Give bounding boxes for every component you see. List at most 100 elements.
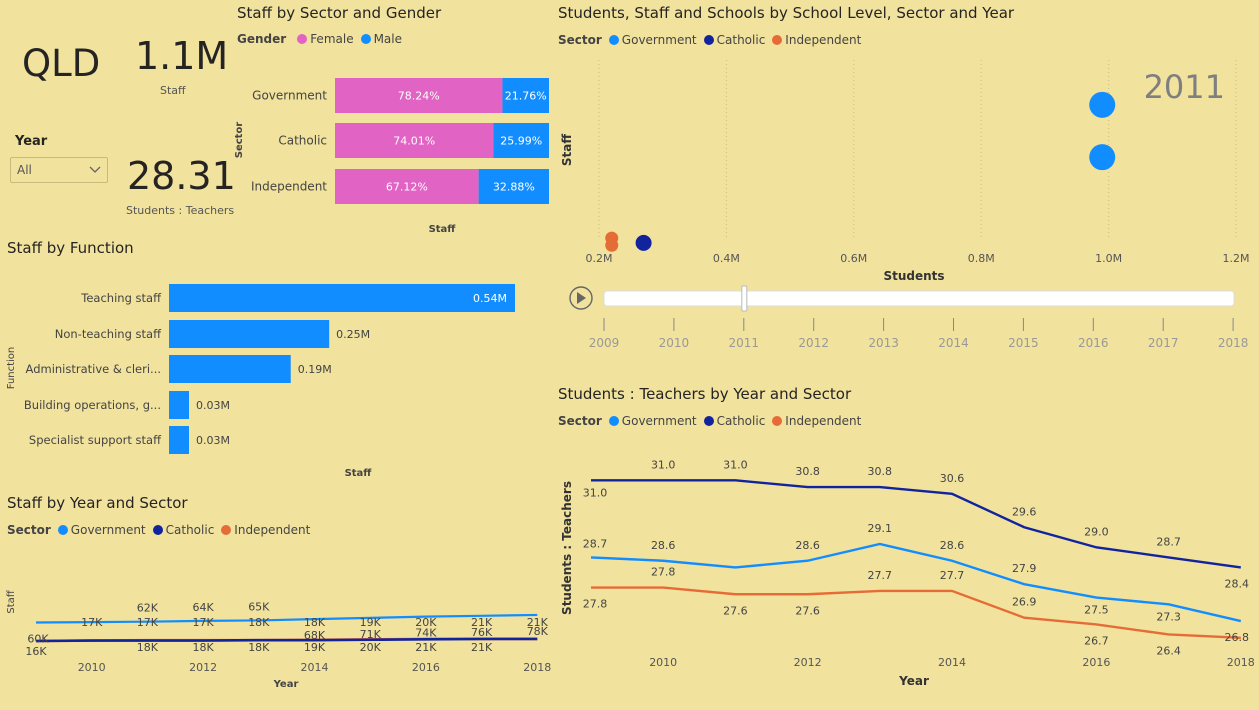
legend-label-catholic: Catholic — [165, 523, 215, 537]
ratio-data-label: 27.6 — [795, 604, 820, 617]
staffyear-data-label: 18K — [248, 641, 270, 654]
staffyear-chart-title: Staff by Year and Sector — [7, 494, 188, 512]
year-slicer-label: Year — [15, 134, 48, 149]
ratio-data-label: 28.4 — [1225, 577, 1250, 590]
gender-bar-male — [502, 78, 549, 113]
ratio-data-label: 26.8 — [1225, 631, 1250, 644]
gender-data-label: 67.12% — [386, 181, 428, 194]
function-y-axis-label: Function — [6, 347, 17, 390]
ratio-data-label: 27.5 — [1084, 604, 1109, 617]
year-slicer-value: All — [17, 163, 32, 177]
timeline-year-label: 2018 — [1218, 336, 1249, 350]
year-slicer-dropdown[interactable]: All — [10, 157, 108, 183]
function-category-label: Teaching staff — [80, 291, 162, 305]
staffyear-x-tick: 2016 — [412, 661, 440, 674]
legend-label-independent: Independent — [785, 33, 862, 47]
gender-bar-female — [335, 169, 479, 204]
play-icon — [577, 292, 586, 304]
gender-x-axis-label: Staff — [429, 224, 457, 235]
scatter-chart-title: Students, Staff and Schools by School Le… — [558, 4, 1015, 22]
staffyear-data-label: 17K — [192, 616, 214, 629]
ratio-data-label: 29.1 — [868, 522, 893, 535]
chevron-down-icon — [89, 166, 101, 173]
legend-label-government: Government — [70, 523, 146, 537]
gender-bar-male — [493, 123, 549, 158]
scatter-x-tick: 0.2M — [586, 252, 613, 265]
timeline-year-label: 2011 — [729, 336, 760, 350]
legend-swatch-government — [608, 416, 619, 426]
staffyear-data-label: 65K — [248, 600, 270, 613]
scatter-x-tick: 0.6M — [840, 252, 867, 265]
ratio-x-axis-label: Year — [898, 674, 929, 688]
staffyear-data-label: 68K — [304, 629, 326, 642]
staffyear-data-label: 17K — [137, 616, 159, 629]
function-bar — [169, 355, 291, 383]
staffyear-data-label: 17K — [81, 616, 103, 629]
gender-category-label: Catholic — [278, 134, 327, 148]
staffyear-data-label: 71K — [360, 628, 382, 641]
staffyear-legend-title: Sector — [7, 523, 51, 537]
scatter-x-tick: 0.8M — [968, 252, 995, 265]
legend-swatch-government — [608, 35, 619, 45]
legend-swatch-catholic — [703, 35, 714, 45]
play-button[interactable] — [569, 286, 593, 310]
timeline-thumb[interactable] — [741, 285, 748, 312]
staffyear-data-label: 18K — [248, 616, 270, 629]
staffyear-data-label: 20K — [415, 616, 437, 629]
ratio-data-label: 28.6 — [651, 539, 676, 552]
scatter-x-axis-label: Students — [883, 269, 944, 283]
gender-y-axis-label: Sector — [234, 122, 245, 159]
function-bar — [169, 284, 515, 312]
gender-legend: Gender Female Male — [237, 32, 402, 46]
ratio-data-label: 28.6 — [940, 539, 965, 552]
ratio-legend-title: Sector — [558, 414, 602, 428]
timeline-year-label: 2010 — [659, 336, 690, 350]
ratio-x-tick: 2016 — [1082, 656, 1110, 669]
gender-data-label: 25.99% — [500, 135, 542, 148]
function-bar — [169, 391, 189, 419]
ratio-x-tick: 2012 — [794, 656, 822, 669]
ratio-x-tick: 2014 — [938, 656, 966, 669]
staffyear-legend: Sector Government Catholic Independent — [7, 523, 310, 537]
staffyear-data-label: 21K — [415, 641, 437, 654]
staff-kpi-value: 1.1M — [135, 34, 229, 78]
staffyear-data-label: 78K — [527, 625, 549, 638]
legend-swatch-catholic — [703, 416, 714, 426]
gender-data-label: 78.24% — [398, 90, 440, 103]
gender-data-label: 32.88% — [493, 181, 535, 194]
legend-label-independent: Independent — [234, 523, 311, 537]
staffyear-data-label: 21K — [527, 616, 549, 629]
staffyear-data-label: 19K — [360, 616, 382, 629]
ratio-data-label: 27.7 — [868, 569, 893, 582]
ratio-chart: 28.7 28.6 28.6 29.1 28.6 27.9 27.5 27.3 26.8 31.0… — [560, 458, 1255, 688]
timeline-track[interactable] — [603, 290, 1235, 307]
function-category-label: Administrative & cleri... — [26, 362, 161, 376]
ratio-kpi-value: 28.31 — [127, 154, 236, 198]
staffyear-x-tick: 2012 — [189, 661, 217, 674]
timeline-year-label: 2012 — [798, 336, 829, 350]
scatter-point-government — [1089, 91, 1116, 118]
ratio-data-label: 31.0 — [723, 458, 748, 471]
staffyear-x-axis-label: Year — [273, 679, 299, 690]
function-category-label: Non-teaching staff — [55, 327, 162, 341]
ratio-data-label: 27.6 — [723, 604, 748, 617]
ratio-line-government — [590, 542, 1242, 623]
staffyear-data-label: 60K — [27, 633, 49, 646]
ratio-line-independent — [591, 586, 1241, 639]
ratio-data-label: 31.0 — [651, 458, 676, 471]
scatter-x-tick: 1.2M — [1223, 252, 1250, 265]
timeline-year-label: 2013 — [868, 336, 899, 350]
legend-swatch-independent — [772, 416, 783, 426]
scatter-x-tick: 1.0M — [1095, 252, 1122, 265]
timeline-year-label: 2015 — [1008, 336, 1039, 350]
ratio-data-label: 31.0 — [583, 486, 608, 499]
ratio-data-label: 28.7 — [583, 537, 608, 550]
gender-category-label: Independent — [251, 180, 327, 194]
staffyear-data-label: 64K — [192, 601, 214, 614]
function-data-label: 0.54M — [473, 292, 507, 305]
ratio-data-label: 27.9 — [1012, 562, 1036, 575]
legend-swatch-independent — [772, 35, 783, 45]
staff-kpi-label: Staff — [160, 84, 186, 97]
staffyear-data-label: 20K — [360, 641, 382, 654]
gender-legend-title: Gender — [237, 32, 287, 46]
